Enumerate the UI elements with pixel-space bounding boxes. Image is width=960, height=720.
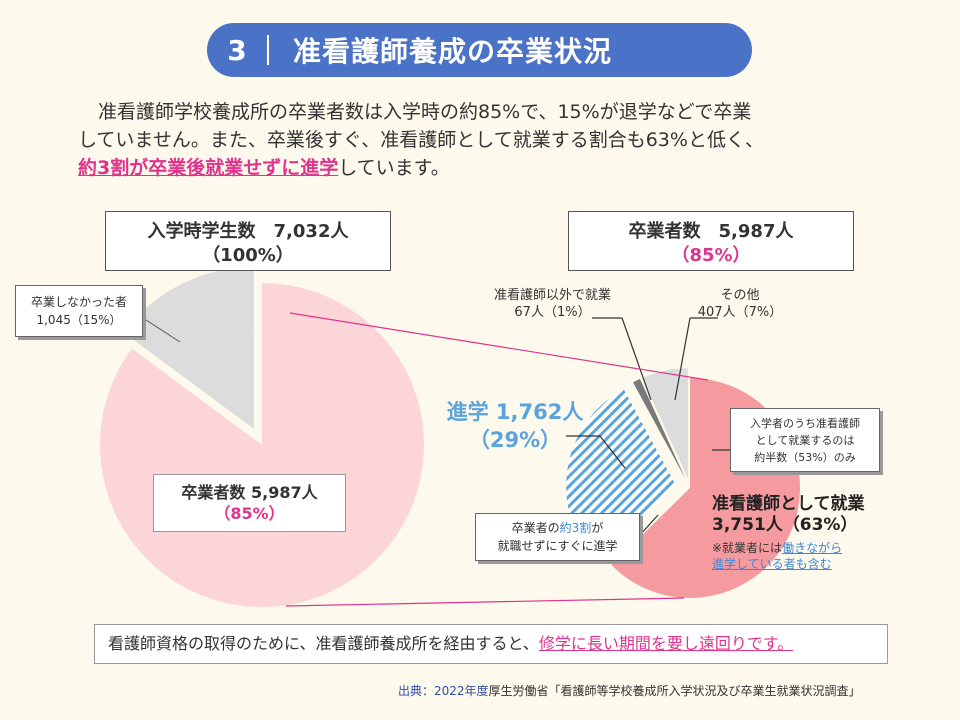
connector-lines — [285, 312, 709, 607]
graduates-percent: （85%） — [671, 245, 751, 266]
section-title: 准看護師養成の卒業状況 — [293, 35, 613, 68]
entrants-box: 入学時学生数 7,032人 （100%） — [105, 211, 391, 271]
third-note-prefix: 卒業者の — [511, 521, 560, 535]
third-note-leader — [639, 514, 659, 536]
slice-others — [642, 368, 688, 479]
other-employment-text: 准看護師以外で就業 — [493, 288, 611, 303]
nurse-ratio-note: 入学者のうち准看護師 として就業するのは 約半数（53%）のみ — [730, 408, 880, 472]
intro-line-1: 准看護師学校養成所の卒業者数は入学時の約85%で、15%が退学などで卒業 — [98, 101, 752, 123]
advancement-count: 進学 1,762人 — [446, 400, 584, 424]
other-employment-value: 67人（1%） — [514, 305, 591, 320]
footnote-prefix: ※就業者には — [712, 541, 783, 555]
intro-paragraph: 准看護師学校養成所の卒業者数は入学時の約85%で、15%が退学などで卒業 してい… — [78, 98, 898, 182]
conclusion-highlight: 修学に長い期間を要し遠回りです。 — [538, 634, 794, 653]
other-employment-label: 准看護師以外で就業 67人（1%） — [465, 287, 640, 321]
graduates-box: 卒業者数 5,987人 （85%） — [568, 211, 854, 271]
non-graduates-label: 卒業しなかった者 — [30, 295, 127, 309]
non-graduates-callout: 卒業しなかった者 1,045（15%） — [15, 285, 143, 337]
others-text: その他 — [720, 288, 760, 303]
nurse-note-line-3: 約半数（53%）のみ — [754, 451, 856, 464]
source-citation: 出典：2022年度厚生労働省「看護師等学校養成所入学状況及び卒業生就業状況調査」 — [398, 682, 938, 699]
other-employment-leader-v — [621, 317, 652, 401]
intro-highlight: 約3割が卒業後就業せずに進学 — [78, 157, 339, 179]
title-divider — [267, 35, 269, 65]
connector-top — [289, 312, 709, 381]
nurse-note-line-1: 入学者のうち准看護師 — [750, 417, 860, 430]
left-pie-chart — [100, 266, 425, 607]
nurse-note-line-2: として就業するのは — [755, 434, 855, 447]
intro-line-3-rest: しています。 — [338, 157, 450, 179]
entrants-percent: （100%） — [202, 245, 294, 266]
intro-line-3: 約3割が卒業後就業せずに進学しています。 — [78, 154, 898, 182]
others-leader-v — [674, 317, 691, 401]
slice-non-graduates — [123, 266, 254, 429]
advancement-percent: （29%） — [468, 428, 562, 452]
nurse-employment-value: 3,751人（63%） — [712, 515, 858, 535]
advancement-label: 進学 1,762人 （29%） — [420, 398, 610, 454]
graduates-count: 卒業者数 5,987人 — [628, 221, 794, 242]
third-note-line-2: 就職せずにすぐに進学 — [497, 539, 618, 553]
slice-other-employment — [633, 378, 686, 480]
footnote-highlight-1: 働きながら — [782, 541, 843, 555]
advancement-leader-d — [599, 435, 626, 469]
source-prefix: 出典：2022年度 — [398, 684, 489, 698]
section-number: 3 — [227, 33, 247, 67]
third-note-suffix: が — [591, 521, 604, 535]
footnote-highlight-2: 進学している者も含む — [712, 557, 832, 571]
nurse-employment-text: 准看護師として就業 — [712, 494, 865, 514]
others-label: その他 407人（7%） — [680, 287, 800, 321]
conclusion-box: 看護師資格の取得のために、准看護師養成所を経由すると、修学に長い期間を要し遠回り… — [94, 624, 888, 664]
advancement-third-note: 卒業者の約3割が 就職せずにすぐに進学 — [475, 513, 640, 561]
nurse-employment-label: 准看護師として就業 3,751人（63%） — [712, 494, 922, 536]
conclusion-text: 看護師資格の取得のために、准看護師養成所を経由すると、 — [108, 634, 539, 653]
graduates-slice-percent: （85%） — [214, 504, 285, 523]
source-text: 厚生労働省「看護師等学校養成所入学状況及び卒業生就業状況調査」 — [488, 684, 861, 698]
section-title-banner: 3 准看護師養成の卒業状況 — [207, 23, 752, 77]
others-value: 407人（7%） — [697, 305, 783, 320]
third-note-highlight: 約3割 — [559, 521, 592, 535]
non-graduates-value: 1,045（15%） — [36, 313, 122, 327]
intro-line-2: していません。また、卒業後すぐ、准看護師として就業する割合も63%と低く、 — [78, 129, 764, 151]
graduates-slice-label: 卒業者数 5,987人 （85%） — [153, 474, 346, 532]
connector-bottom — [285, 597, 685, 607]
non-graduates-leader — [142, 317, 181, 343]
graduates-slice-count: 卒業者数 5,987人 — [181, 483, 318, 502]
employment-footnote: ※就業者には働きながら 進学している者も含む — [712, 540, 912, 572]
third-note-line-1: 卒業者の約3割が — [476, 519, 639, 537]
entrants-count: 入学時学生数 7,032人 — [147, 221, 349, 242]
